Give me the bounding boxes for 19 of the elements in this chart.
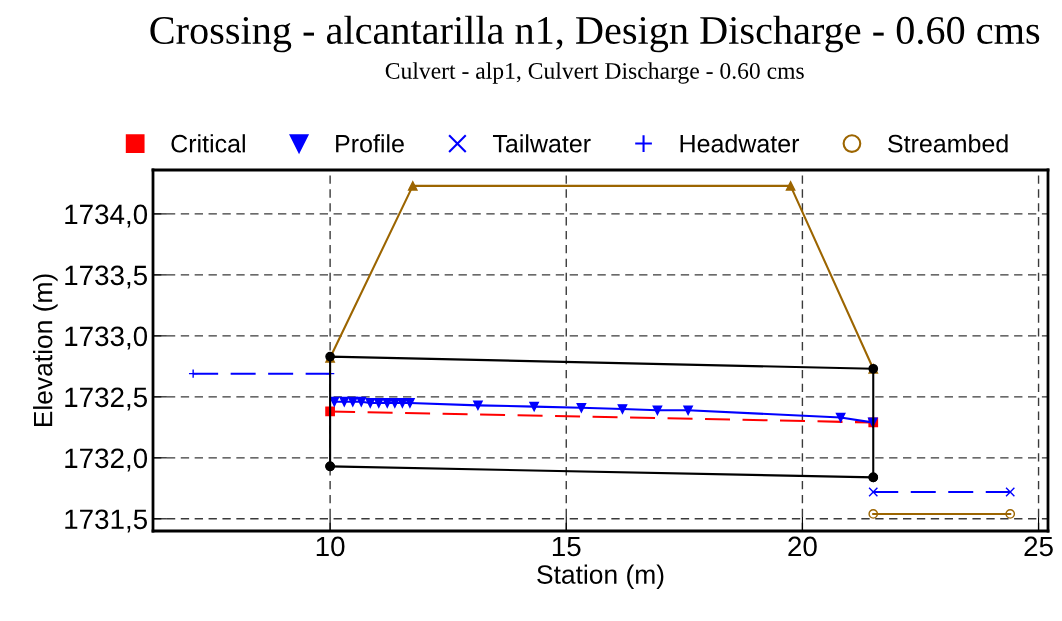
x-tick-label: 10 — [316, 536, 345, 557]
y-tick-label: 1731,5 — [65, 509, 147, 533]
legend-label: Profile — [336, 134, 404, 153]
y-axis-title: Elevation (m) — [33, 274, 58, 427]
y-tick-label: 1734,0 — [65, 204, 148, 228]
legend-label: Tailwater — [492, 134, 591, 153]
y-tick-label: 1732,0 — [65, 448, 148, 472]
x-tick-label: 20 — [788, 536, 817, 557]
legend-label: Headwater — [680, 134, 800, 153]
y-tick-label: 1732,5 — [65, 387, 147, 411]
legend-label: Streambed — [888, 134, 1008, 153]
x-tick-label: 25 — [1024, 536, 1053, 557]
x-axis-title: Station (m) — [537, 564, 664, 590]
y-tick-label: 1733,5 — [65, 265, 147, 289]
x-tick-label: 15 — [552, 536, 581, 557]
legend-label: Critical — [171, 134, 245, 153]
chart-subtitle: Culvert - alp1, Culvert Discharge - 0.60 cms — [385, 62, 804, 84]
y-tick-label: 1733,0 — [65, 326, 148, 350]
chart-title: Crossing - alcantarilla n1, Design Discharge - 0.60 cms — [150, 15, 1040, 53]
